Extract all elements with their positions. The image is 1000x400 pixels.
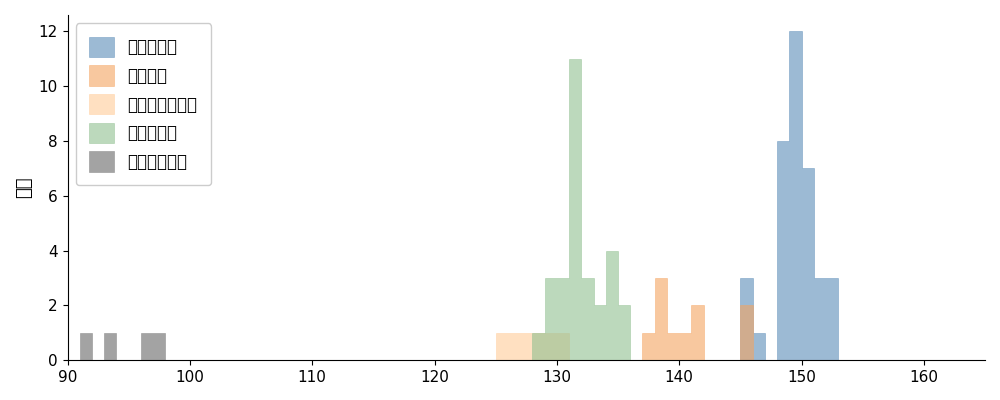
Polygon shape bbox=[68, 333, 985, 360]
Polygon shape bbox=[68, 59, 985, 360]
Polygon shape bbox=[68, 32, 985, 360]
Polygon shape bbox=[68, 333, 985, 360]
Polygon shape bbox=[68, 278, 985, 360]
Y-axis label: 球数: 球数 bbox=[15, 177, 33, 198]
Legend: ストレート, フォーク, チェンジアップ, スライダー, スローカーブ: ストレート, フォーク, チェンジアップ, スライダー, スローカーブ bbox=[76, 23, 211, 185]
